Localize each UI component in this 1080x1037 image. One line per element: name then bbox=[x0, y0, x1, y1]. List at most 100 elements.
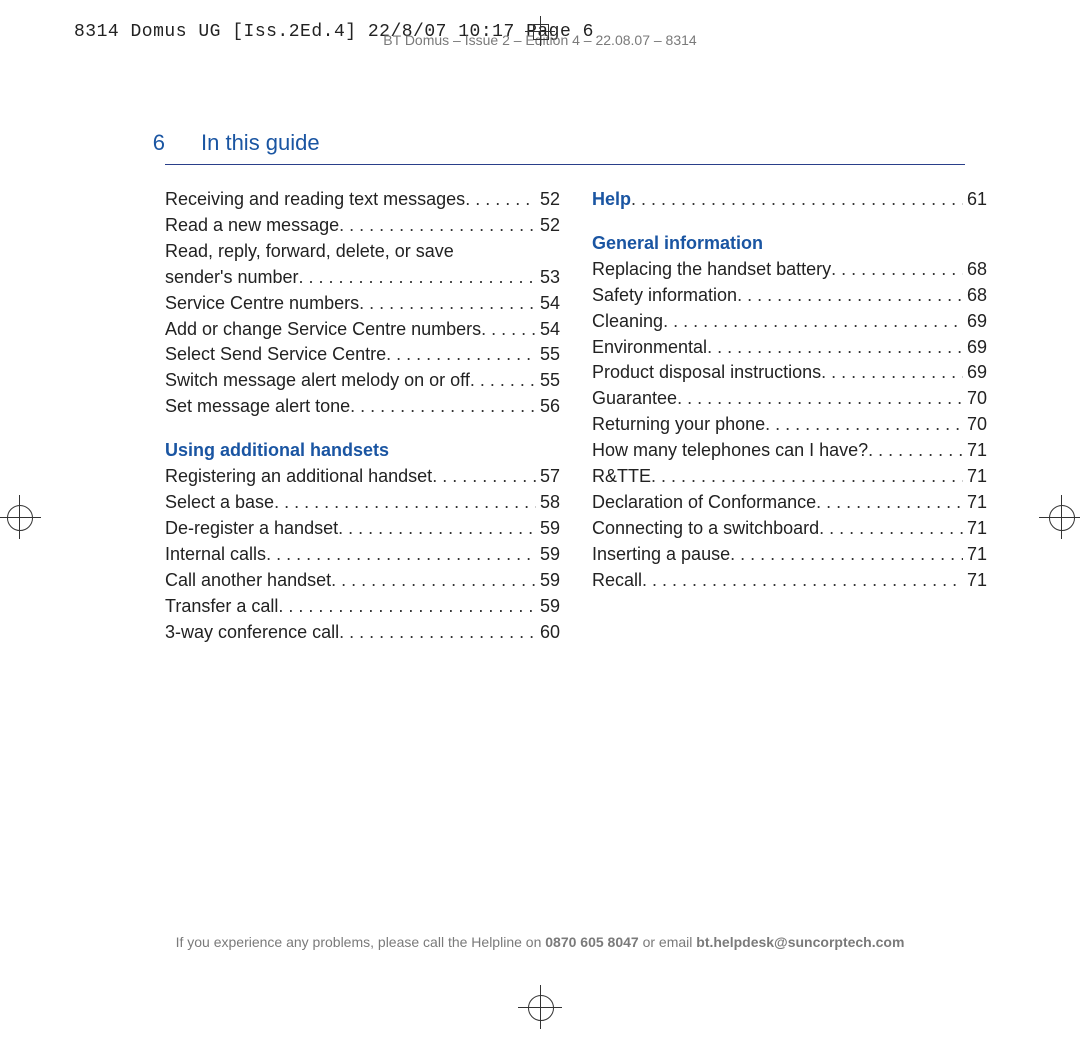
toc-label: Recall bbox=[592, 568, 642, 594]
toc-entry: Environmental69 bbox=[592, 335, 987, 361]
toc-page: 68 bbox=[963, 257, 987, 283]
toc-label: Service Centre numbers bbox=[165, 291, 359, 317]
toc-leader bbox=[432, 464, 536, 490]
toc-leader bbox=[631, 187, 963, 213]
toc-heading: Help bbox=[592, 187, 631, 213]
toc-label: Set message alert tone bbox=[165, 394, 350, 420]
toc-entry: Safety information 68 bbox=[592, 283, 987, 309]
toc-leader bbox=[386, 342, 536, 368]
toc-leader bbox=[642, 568, 963, 594]
toc-page: 61 bbox=[963, 187, 987, 213]
toc-leader bbox=[730, 542, 963, 568]
toc-entry: Internal calls59 bbox=[165, 542, 560, 568]
page-content: 6 In this guide Receiving and reading te… bbox=[95, 130, 965, 645]
toc-left-column: Receiving and reading text messages52Rea… bbox=[165, 187, 560, 645]
section-title: In this guide bbox=[201, 130, 320, 156]
toc-leader bbox=[359, 291, 536, 317]
toc-page: 59 bbox=[536, 594, 560, 620]
toc-page: 58 bbox=[536, 490, 560, 516]
toc-page: 71 bbox=[963, 516, 987, 542]
toc-page: 68 bbox=[963, 283, 987, 309]
toc-leader bbox=[707, 335, 963, 361]
toc-page: 54 bbox=[536, 291, 560, 317]
toc-leader bbox=[821, 360, 963, 386]
toc-entry: Read, reply, forward, delete, or savesen… bbox=[165, 239, 560, 291]
toc-entry: Connecting to a switchboard71 bbox=[592, 516, 987, 542]
toc-leader bbox=[339, 213, 536, 239]
toc-label: Replacing the handset battery bbox=[592, 257, 831, 283]
toc-label: Guarantee bbox=[592, 386, 677, 412]
toc-entry: Recall71 bbox=[592, 568, 987, 594]
toc-label: Declaration of Conformance bbox=[592, 490, 816, 516]
toc-entry: Guarantee 70 bbox=[592, 386, 987, 412]
toc-page: 54 bbox=[536, 317, 560, 343]
toc-heading: Using additional handsets bbox=[165, 438, 560, 464]
toc-entry: Receiving and reading text messages52 bbox=[165, 187, 560, 213]
toc-entry: Service Centre numbers 54 bbox=[165, 291, 560, 317]
toc-page: 71 bbox=[963, 490, 987, 516]
toc-label: Read a new message bbox=[165, 213, 339, 239]
toc-page: 55 bbox=[536, 368, 560, 394]
toc-right-column: Help 61 General informationReplacing the h… bbox=[592, 187, 987, 645]
toc-leader bbox=[274, 490, 536, 516]
toc-label: Select a base bbox=[165, 490, 274, 516]
toc-label: Returning your phone bbox=[592, 412, 765, 438]
toc-label: De-register a handset bbox=[165, 516, 338, 542]
toc-leader bbox=[819, 516, 963, 542]
toc-leader bbox=[868, 438, 963, 464]
footer-prefix: If you experience any problems, please c… bbox=[176, 934, 546, 950]
toc-leader bbox=[465, 187, 536, 213]
toc-page: 69 bbox=[963, 309, 987, 335]
toc-leader bbox=[278, 594, 536, 620]
toc-leader bbox=[677, 386, 963, 412]
toc-entry: Declaration of Conformance 71 bbox=[592, 490, 987, 516]
toc-entry: Switch message alert melody on or off 55 bbox=[165, 368, 560, 394]
toc-page: 71 bbox=[963, 438, 987, 464]
toc-page: 52 bbox=[536, 187, 560, 213]
toc-label: 3-way conference call bbox=[165, 620, 339, 646]
toc-leader bbox=[737, 283, 963, 309]
toc-leader bbox=[338, 516, 536, 542]
toc-label: Product disposal instructions bbox=[592, 360, 821, 386]
toc-entry: Select a base 58 bbox=[165, 490, 560, 516]
toc-label: Read, reply, forward, delete, or save bbox=[165, 239, 560, 265]
title-rule bbox=[165, 164, 965, 165]
toc-page: 70 bbox=[963, 386, 987, 412]
toc-entry: 3-way conference call 60 bbox=[165, 620, 560, 646]
toc-label: Internal calls bbox=[165, 542, 266, 568]
toc-leader bbox=[651, 464, 963, 490]
page-number: 6 bbox=[95, 130, 165, 156]
toc-leader bbox=[481, 317, 536, 343]
toc-label: Select Send Service Centre bbox=[165, 342, 386, 368]
toc-label: Registering an additional handset bbox=[165, 464, 432, 490]
toc-page: 55 bbox=[536, 342, 560, 368]
helpline-footer: If you experience any problems, please c… bbox=[0, 934, 1080, 950]
toc-page: 59 bbox=[536, 516, 560, 542]
toc-page: 69 bbox=[963, 360, 987, 386]
toc-label: Inserting a pause bbox=[592, 542, 730, 568]
toc-page: 56 bbox=[536, 394, 560, 420]
toc-entry: Returning your phone70 bbox=[592, 412, 987, 438]
toc-leader bbox=[339, 620, 536, 646]
toc-entry: Select Send Service Centre 55 bbox=[165, 342, 560, 368]
toc-label: Switch message alert melody on or off bbox=[165, 368, 470, 394]
toc-label: R&TTE bbox=[592, 464, 651, 490]
toc-page: 59 bbox=[536, 568, 560, 594]
toc-entry: Inserting a pause71 bbox=[592, 542, 987, 568]
toc-entry: How many telephones can I have? 71 bbox=[592, 438, 987, 464]
toc-entry: Add or change Service Centre numbers 54 bbox=[165, 317, 560, 343]
toc-label: How many telephones can I have? bbox=[592, 438, 868, 464]
toc-leader bbox=[831, 257, 963, 283]
crop-tick-right bbox=[1072, 517, 1080, 518]
footer-email: bt.helpdesk@suncorptech.com bbox=[696, 934, 904, 950]
toc-heading: General information bbox=[592, 231, 987, 257]
toc-entry: Help 61 bbox=[592, 187, 987, 213]
toc-page: 60 bbox=[536, 620, 560, 646]
toc-page: 53 bbox=[536, 265, 560, 291]
toc-leader bbox=[266, 542, 536, 568]
crop-tick-left bbox=[0, 517, 8, 518]
toc-label: Add or change Service Centre numbers bbox=[165, 317, 481, 343]
toc-label: Safety information bbox=[592, 283, 737, 309]
footer-phone: 0870 605 8047 bbox=[545, 934, 638, 950]
footer-mid: or email bbox=[639, 934, 697, 950]
